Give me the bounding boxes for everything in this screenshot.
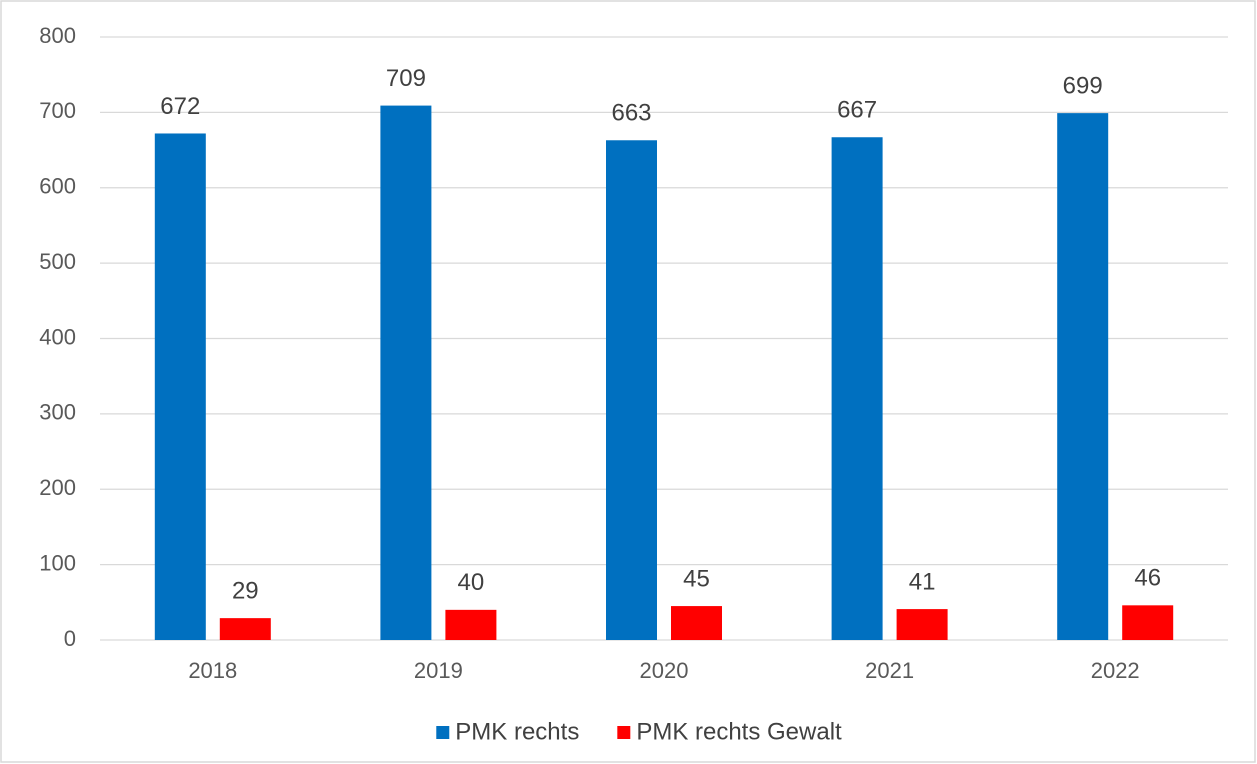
legend-marker xyxy=(617,726,631,739)
data-label: 41 xyxy=(909,568,936,595)
bar xyxy=(380,105,432,640)
x-tick-label: 2019 xyxy=(414,658,463,683)
y-tick-label: 800 xyxy=(39,23,76,48)
bar xyxy=(671,606,722,640)
data-label: 672 xyxy=(160,93,200,120)
bar xyxy=(606,140,657,641)
legend-label: PMK rechts Gewalt xyxy=(636,718,842,745)
y-tick-label: 100 xyxy=(39,550,76,575)
y-tick-label: 0 xyxy=(64,626,76,651)
x-tick-label: 2022 xyxy=(1091,658,1140,683)
legend-marker xyxy=(436,726,450,739)
data-label: 709 xyxy=(386,65,426,92)
data-label: 663 xyxy=(611,100,651,127)
y-tick-label: 200 xyxy=(39,475,76,500)
x-tick-label: 2018 xyxy=(188,658,237,683)
bar xyxy=(1057,113,1109,640)
bar xyxy=(445,609,497,640)
data-label: 40 xyxy=(458,569,485,596)
data-label: 45 xyxy=(683,565,710,592)
bar xyxy=(219,618,271,640)
y-tick-label: 700 xyxy=(39,98,76,123)
y-tick-label: 600 xyxy=(39,174,76,199)
legend-label: PMK rechts xyxy=(455,718,579,745)
y-tick-label: 300 xyxy=(39,400,76,425)
data-label: 699 xyxy=(1063,72,1103,99)
bar xyxy=(1122,605,1174,640)
y-tick-label: 500 xyxy=(39,249,76,274)
x-tick-label: 2020 xyxy=(640,658,689,683)
bar xyxy=(896,609,948,640)
y-tick-label: 400 xyxy=(39,324,76,349)
bar xyxy=(154,133,206,641)
bar xyxy=(831,137,883,640)
x-tick-label: 2021 xyxy=(865,658,914,683)
data-label: 29 xyxy=(232,577,259,604)
data-label: 667 xyxy=(837,97,877,124)
data-label: 46 xyxy=(1134,565,1161,592)
